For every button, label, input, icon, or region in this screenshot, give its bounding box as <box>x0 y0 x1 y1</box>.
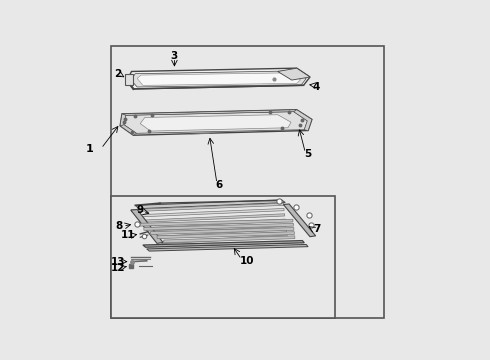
Polygon shape <box>137 73 300 85</box>
Text: 2: 2 <box>114 69 121 79</box>
Text: 8: 8 <box>115 221 122 231</box>
Polygon shape <box>150 228 294 234</box>
Polygon shape <box>131 203 283 212</box>
Polygon shape <box>157 230 287 238</box>
Polygon shape <box>140 115 291 131</box>
Text: 4: 4 <box>313 82 320 92</box>
Bar <box>111 46 384 318</box>
Polygon shape <box>122 110 297 115</box>
Text: 12: 12 <box>111 263 125 273</box>
Polygon shape <box>278 68 310 80</box>
Polygon shape <box>131 71 306 87</box>
Polygon shape <box>157 232 294 239</box>
Text: 6: 6 <box>215 180 222 190</box>
Polygon shape <box>294 110 312 131</box>
Polygon shape <box>137 208 284 217</box>
Polygon shape <box>120 125 136 135</box>
Bar <box>111 196 335 318</box>
Polygon shape <box>283 204 316 237</box>
Polygon shape <box>127 68 310 89</box>
Polygon shape <box>120 114 126 126</box>
Polygon shape <box>124 112 307 133</box>
Polygon shape <box>147 244 308 251</box>
Text: 5: 5 <box>304 149 312 159</box>
Polygon shape <box>164 236 295 243</box>
Text: 9: 9 <box>137 205 144 215</box>
Bar <box>125 74 133 85</box>
Polygon shape <box>144 223 294 230</box>
Text: 11: 11 <box>121 230 135 240</box>
Polygon shape <box>131 210 163 243</box>
Polygon shape <box>135 200 285 209</box>
Text: 13: 13 <box>111 257 125 267</box>
Polygon shape <box>162 235 287 244</box>
Polygon shape <box>143 240 304 247</box>
Polygon shape <box>152 224 286 233</box>
Polygon shape <box>147 219 285 228</box>
Polygon shape <box>120 110 312 135</box>
Text: 10: 10 <box>240 256 255 266</box>
Polygon shape <box>142 214 285 222</box>
Text: 1: 1 <box>86 144 94 153</box>
Polygon shape <box>137 219 293 226</box>
Text: 3: 3 <box>171 51 178 61</box>
Text: 7: 7 <box>313 225 320 234</box>
